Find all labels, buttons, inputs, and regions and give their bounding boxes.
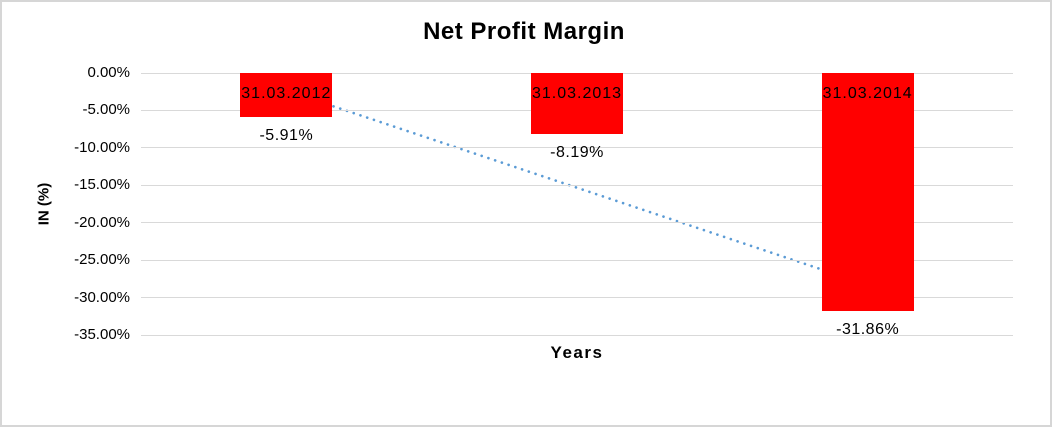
bar-31.03.2012 <box>240 73 333 118</box>
gridline <box>141 147 1013 149</box>
gridline <box>141 297 1013 299</box>
category-label: 31.03.2012 <box>241 85 332 102</box>
bar-31.03.2013 <box>531 73 623 135</box>
category-label: 31.03.2014 <box>822 85 913 102</box>
y-tick-label: -10.00% <box>74 138 130 156</box>
x-axis-title: Years <box>550 343 604 362</box>
trendline <box>285 89 869 287</box>
y-tick-label: -30.00% <box>74 288 130 306</box>
value-label: -31.86% <box>836 321 900 339</box>
gridline <box>141 259 1013 261</box>
category-label: 31.03.2013 <box>531 85 623 102</box>
gridline <box>141 222 1013 224</box>
y-tick-label: 0.00% <box>87 64 130 81</box>
value-label: -8.19% <box>550 144 604 162</box>
chart-title: Net Profit Margin <box>423 18 625 45</box>
y-tick-label: -25.00% <box>74 251 130 269</box>
y-tick-label: -35.00% <box>74 326 130 343</box>
bar-31.03.2014 <box>821 73 914 312</box>
plot-area: 31.03.2012 -5.91% 31.03.2013 -8.19% 31.03.20… <box>141 72 1013 338</box>
gridline <box>141 184 1013 186</box>
y-tick-label: -15.00% <box>74 176 130 194</box>
y-tick-label: -5.00% <box>82 101 130 119</box>
gridline <box>141 334 1013 336</box>
y-tick-label: -20.00% <box>74 213 130 231</box>
value-label: -5.91% <box>259 127 314 145</box>
